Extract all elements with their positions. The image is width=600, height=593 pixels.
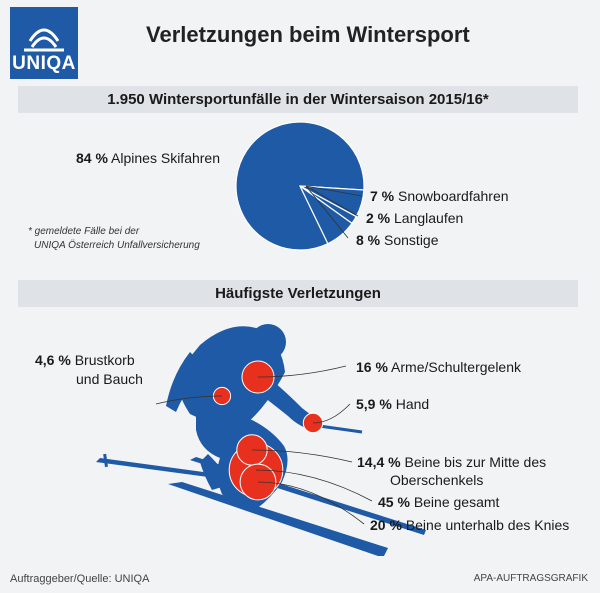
injury-label-beine-gesamt: 45 % Beine gesamt xyxy=(378,494,500,510)
leader-line-unterhalb-knie xyxy=(257,481,365,525)
leader-line-arme xyxy=(257,365,347,378)
footnote-line1: * gemeldete Fälle bei der xyxy=(28,226,140,237)
injury-label-oberschenkel-line2: Oberschenkels xyxy=(390,472,484,488)
pie-leader-line xyxy=(305,185,363,197)
leader-line-hand xyxy=(312,403,351,424)
uniqa-logo: UNIQA xyxy=(10,7,78,79)
pie-label-snowboard: 7 % Snowboardfahren xyxy=(370,188,509,204)
pie-label-sonstige: 8 % Sonstige xyxy=(356,232,439,248)
footer-source: Auftraggeber/Quelle: UNIQA xyxy=(10,573,150,585)
injury-label-unterhalb-knie: 20 % Beine unterhalb des Knies xyxy=(370,517,570,533)
leader-line-brustkorb xyxy=(155,395,223,405)
injury-label-brustkorb-line2: und Bauch xyxy=(76,371,143,387)
page-title: Verletzungen beim Wintersport xyxy=(146,22,470,47)
injury-label-brustkorb: 4,6 % Brustkorb xyxy=(35,352,135,368)
logo-emblem-icon xyxy=(24,28,64,52)
section1-heading: 1.950 Wintersportunfälle in der Wintersa… xyxy=(18,86,578,113)
pie-label-skifahren: 84 % Alpines Skifahren xyxy=(76,150,220,166)
pie-label-langlaufen: 2 % Langlaufen xyxy=(366,210,464,226)
leader-line-beine-gesamt xyxy=(255,469,373,502)
leader-line-oberschenkel xyxy=(251,449,353,463)
injury-label-arme: 16 % Arme/Schultergelenk xyxy=(356,359,521,375)
footer-credit: APA-AUFTRAGSGRAFIK xyxy=(473,573,588,584)
pie-leader-line xyxy=(305,185,349,239)
injury-label-hand: 5,9 % Hand xyxy=(356,396,430,412)
section2-heading: Häufigste Verletzungen xyxy=(18,280,578,307)
footnote-line2: UNIQA Österreich Unfallversicherung xyxy=(34,240,200,251)
pie-leader-line xyxy=(305,185,359,217)
logo-text: UNIQA xyxy=(12,53,76,74)
ski-pole-left xyxy=(96,458,240,481)
injury-label-oberschenkel: 14,4 % Beine bis zur Mitte des xyxy=(357,454,547,470)
back-ski xyxy=(168,482,388,556)
skier-torso xyxy=(177,326,285,425)
